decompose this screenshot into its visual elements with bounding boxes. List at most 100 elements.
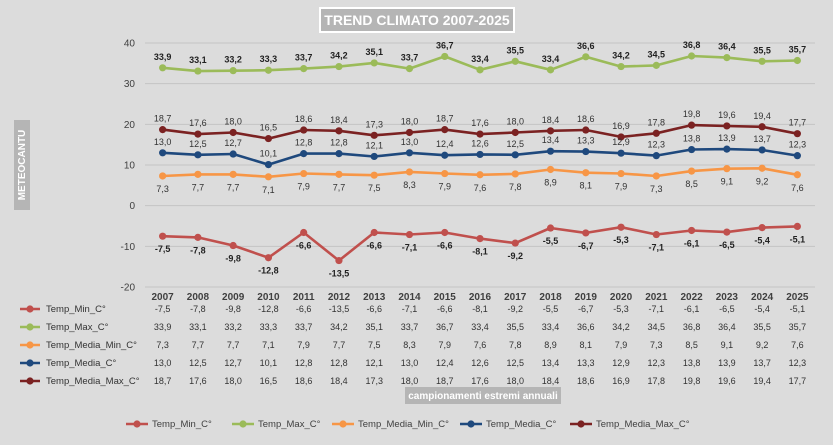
data-label-1-3: 33,3: [260, 54, 278, 64]
y-tick-labels: -20 -10 0 10 20 30 40: [121, 39, 136, 294]
legend-marker-2: [339, 420, 347, 428]
data-point-3-15: [687, 145, 696, 154]
table-cell-3-7: 13,0: [401, 358, 419, 368]
legend-label-2: Temp_Media_Min_C°: [358, 419, 449, 430]
legend-marker-4: [577, 420, 585, 428]
table-cell-3-6: 12,1: [365, 358, 383, 368]
table-cell-0-3: -12,8: [258, 304, 279, 314]
data-label-3-2: 12,7: [224, 138, 242, 148]
data-point-1-6: [370, 59, 378, 67]
table-cell-4-12: 18,6: [577, 376, 595, 386]
data-point-3-5: [335, 150, 343, 158]
data-point-3-10: [511, 151, 519, 159]
x-tick-label-2013: 2013: [363, 292, 386, 303]
data-point-4-13: [617, 133, 625, 141]
data-label-4-6: 17,3: [365, 119, 383, 129]
data-label-4-16: 19,6: [718, 110, 736, 120]
table-cell-0-6: -6,6: [366, 304, 382, 314]
table-cell-3-9: 12,6: [471, 358, 489, 368]
data-point-1-12: [582, 53, 590, 61]
table-cell-0-0: -7,5: [155, 304, 171, 314]
data-label-2-18: 7,6: [791, 183, 804, 193]
table-cell-4-1: 17,6: [189, 376, 207, 386]
data-label-4-9: 17,6: [471, 118, 489, 128]
data-label-2-14: 7,3: [650, 184, 663, 194]
data-label-3-4: 12,8: [295, 138, 313, 148]
data-label-2-0: 7,3: [156, 184, 169, 194]
data-point-0-18: [793, 222, 801, 231]
data-point-4-7: [405, 128, 414, 137]
y-tick-label: 20: [124, 120, 136, 131]
data-point-3-8: [441, 151, 449, 159]
table-cell-0-10: -9,2: [508, 304, 524, 314]
data-point-2-17: [758, 164, 766, 172]
table-key-marker-1: [26, 323, 34, 331]
table-cell-3-13: 12,9: [612, 358, 630, 368]
table-cell-3-5: 12,8: [330, 358, 348, 368]
legend-marker-1: [239, 420, 247, 428]
x-tick-label-2021: 2021: [645, 292, 668, 303]
table-cell-1-11: 33,4: [542, 322, 560, 332]
table-cell-2-15: 8,5: [685, 340, 698, 350]
x-tick-label-2012: 2012: [328, 292, 351, 303]
table-cell-0-11: -5,5: [543, 304, 559, 314]
table-cell-1-3: 33,3: [260, 322, 278, 332]
table-cell-1-6: 35,1: [365, 322, 383, 332]
table-cell-2-2: 7,7: [227, 340, 240, 350]
table-cell-2-8: 7,9: [438, 340, 451, 350]
x-tick-label-2023: 2023: [716, 292, 739, 303]
data-label-3-7: 13,0: [401, 137, 419, 147]
y-axis-label-box: [14, 120, 30, 210]
table-cell-4-18: 17,7: [789, 376, 807, 386]
table-cell-3-10: 12,5: [506, 358, 524, 368]
data-label-4-13: 16,9: [612, 121, 630, 131]
data-point-3-0: [159, 149, 167, 157]
table-cell-4-6: 17,3: [365, 376, 383, 386]
legend-label-4: Temp_Media_Max_C°: [596, 419, 690, 430]
data-label-4-2: 18,0: [224, 116, 242, 126]
data-point-0-1: [194, 233, 202, 241]
table-cell-0-15: -6,1: [684, 304, 700, 314]
table-cell-3-17: 13,7: [753, 358, 771, 368]
table-cell-4-5: 18,4: [330, 376, 348, 386]
data-point-1-17: [758, 57, 766, 65]
data-point-2-3: [264, 173, 273, 181]
legend-label-1: Temp_Max_C°: [258, 419, 321, 430]
data-label-4-5: 18,4: [330, 115, 348, 125]
data-label-4-18: 17,7: [789, 118, 807, 128]
data-label-3-18: 12,3: [789, 140, 807, 150]
x-tick-label-2014: 2014: [398, 292, 421, 303]
table-cell-4-16: 19,6: [718, 376, 736, 386]
table-key-marker-3: [26, 359, 34, 367]
table-cell-0-13: -5,3: [613, 304, 629, 314]
table-cell-4-11: 18,4: [542, 376, 560, 386]
gridlines: [145, 42, 815, 288]
data-label-1-2: 33,2: [224, 55, 242, 65]
x-tick-label-2024: 2024: [751, 292, 774, 303]
y-axis-label-group: METEOCANTU: [14, 120, 30, 210]
table-cell-4-13: 16,9: [612, 376, 630, 386]
data-point-1-8: [441, 52, 449, 61]
data-label-3-9: 12,6: [471, 138, 489, 148]
data-labels: -7,5 -7,8 -9,8 -12,8 -6,6 -13,5 -6,6 -7,1 -6,6 -8…: [154, 40, 806, 279]
data-label-1-5: 34,2: [330, 51, 348, 61]
data-label-2-16: 9,1: [721, 177, 734, 187]
y-tick-label: 10: [124, 161, 136, 172]
data-point-3-9: [476, 150, 484, 159]
data-point-4-8: [441, 126, 449, 134]
data-point-3-16: [723, 145, 731, 153]
series-lines: [159, 52, 801, 265]
x-tick-label-2009: 2009: [222, 292, 245, 303]
data-point-0-4: [300, 228, 308, 237]
table-cell-2-4: 7,9: [297, 340, 310, 350]
data-point-3-3: [264, 160, 273, 169]
data-label-0-8: -6,6: [437, 241, 453, 251]
table-cell-3-11: 13,4: [542, 358, 560, 368]
data-point-3-17: [758, 146, 766, 154]
x-tick-label-2015: 2015: [434, 292, 457, 303]
table-cell-4-2: 18,0: [224, 376, 242, 386]
data-point-1-5: [335, 62, 343, 71]
table-cell-1-7: 33,7: [401, 322, 419, 332]
data-point-4-14: [652, 129, 660, 137]
